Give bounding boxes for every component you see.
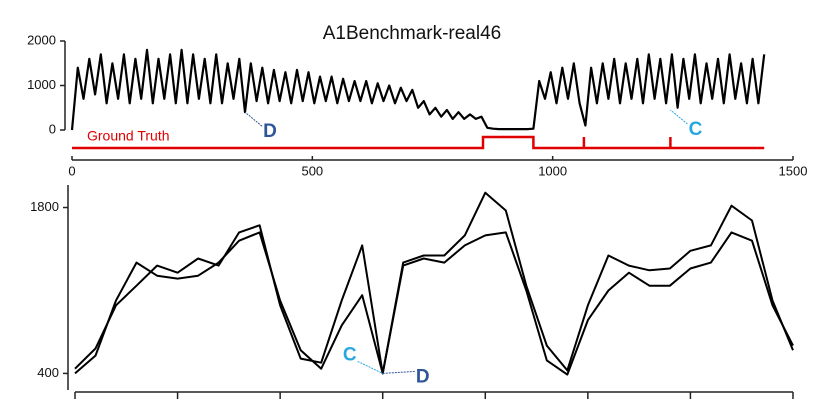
data-line bbox=[70, 48, 766, 131]
annotation-arrow bbox=[244, 111, 263, 127]
data-line bbox=[74, 231, 794, 376]
annotation-label: C bbox=[689, 119, 703, 140]
annotation-arrow bbox=[670, 109, 688, 125]
annotation-arrow bbox=[382, 370, 415, 374]
y-tick-label: 400 bbox=[37, 365, 59, 380]
x-tick-label: 1500 bbox=[779, 163, 808, 178]
y-tick-label: 2000 bbox=[27, 32, 56, 47]
x-tick-label: 0 bbox=[68, 163, 75, 178]
chart-title: A1Benchmark-real46 bbox=[323, 23, 501, 44]
x-tick-label: 500 bbox=[301, 163, 323, 178]
ground-truth-line bbox=[72, 135, 765, 150]
annotation-label: D bbox=[263, 121, 277, 142]
y-tick-label: 1000 bbox=[27, 77, 56, 92]
annotation-label: C bbox=[343, 344, 357, 365]
data-line bbox=[74, 191, 794, 375]
annotation-arrow bbox=[357, 360, 383, 374]
annotation-label: D bbox=[416, 366, 430, 387]
ground-truth-label: Ground Truth bbox=[87, 128, 170, 144]
y-tick-label: 1800 bbox=[30, 199, 59, 214]
x-tick-label: 1000 bbox=[538, 163, 567, 178]
y-tick-label: 0 bbox=[49, 121, 56, 136]
